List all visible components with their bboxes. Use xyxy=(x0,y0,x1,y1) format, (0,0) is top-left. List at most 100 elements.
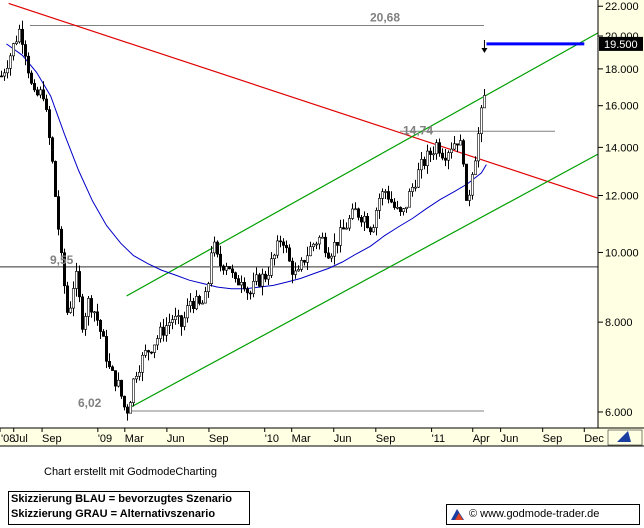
price-bar-body xyxy=(44,98,48,110)
price-bar xyxy=(407,188,411,208)
price-bar xyxy=(377,193,381,219)
price-bar xyxy=(443,149,447,167)
level-labels: 20,68 14,74 9,55 6,02 xyxy=(50,11,433,410)
price-bar-body xyxy=(177,315,181,317)
x-tick-label-13: Jun xyxy=(501,433,519,445)
price-bar xyxy=(141,352,145,382)
price-bar-body xyxy=(201,302,205,305)
price-bar-body xyxy=(20,28,24,45)
price-bar xyxy=(255,267,259,286)
price-bar-body xyxy=(53,161,57,197)
x-tick-label-2: Sep xyxy=(42,433,62,445)
price-bar xyxy=(476,127,480,168)
trendline-downtrend xyxy=(8,2,599,199)
price-bar xyxy=(249,290,253,300)
price-bar xyxy=(386,185,390,204)
price-bar-body xyxy=(0,75,4,78)
price-bar-body xyxy=(207,283,211,292)
price-bar-body xyxy=(192,300,196,310)
price-bar-body xyxy=(47,109,51,139)
price-bar xyxy=(338,219,342,253)
price-bar-body xyxy=(38,89,42,96)
price-bar xyxy=(129,401,133,414)
price-bar xyxy=(392,198,396,210)
price-bar xyxy=(84,312,88,336)
price-bar-body xyxy=(81,296,85,330)
price-bar-body xyxy=(458,140,462,146)
price-bar-body xyxy=(165,325,169,336)
price-bar xyxy=(482,88,486,109)
price-bar xyxy=(81,293,85,333)
price-bar xyxy=(458,134,462,146)
price-bar-body xyxy=(105,336,109,362)
price-bar xyxy=(171,314,175,330)
price-bar-body xyxy=(275,240,279,256)
price-bar xyxy=(225,262,229,276)
legend-grey-scenario: Skizzierung GRAU = Alternativszenario xyxy=(11,508,216,520)
price-bar-body xyxy=(350,208,354,219)
price-bar-body xyxy=(269,258,273,276)
price-bar-body xyxy=(308,246,312,257)
price-bar-body xyxy=(404,206,408,209)
y-tick-label-5: 16.000 xyxy=(605,101,639,113)
price-bar xyxy=(332,233,336,265)
price-bar-body xyxy=(368,227,372,233)
price-bar xyxy=(44,94,48,112)
price-bar-body xyxy=(464,163,468,201)
price-bar xyxy=(168,313,172,335)
price-bar xyxy=(156,335,160,351)
price-bar-body xyxy=(446,152,450,161)
price-bar-body xyxy=(260,273,264,287)
price-bar-body xyxy=(243,282,247,290)
price-bar-body xyxy=(210,252,214,284)
price-bar-body xyxy=(482,95,486,109)
price-bar-body xyxy=(263,273,267,280)
price-bar-body xyxy=(356,208,360,218)
price-bar-body xyxy=(23,44,27,57)
price-bar xyxy=(440,148,444,161)
price-bar-body xyxy=(281,241,285,246)
price-bar xyxy=(263,270,267,283)
price-bar xyxy=(470,172,474,200)
price-bar-body xyxy=(26,55,30,74)
price-bar-body xyxy=(234,272,238,279)
price-bar-body xyxy=(422,159,426,166)
price-bar-body xyxy=(117,379,121,387)
price-bar xyxy=(329,253,333,263)
price-bar-body xyxy=(204,291,208,304)
price-bar xyxy=(123,395,127,411)
x-tick-label-4: Mar xyxy=(125,433,144,445)
price-bar-body xyxy=(266,275,270,280)
price-bar xyxy=(50,136,54,164)
legend-blue-scenario: Skizzierung BLAU = bevorzugtes Szenario xyxy=(11,493,232,505)
price-chart: 20,68 14,74 9,55 6,02 6.000 8.000 10.000 12.00… xyxy=(0,0,644,447)
price-bar xyxy=(356,207,360,221)
price-bar-body xyxy=(434,142,438,155)
price-bar xyxy=(29,70,33,85)
price-bar-body xyxy=(413,186,417,189)
price-bar-body xyxy=(252,281,256,294)
website-badge[interactable]: © www.godmode-trader.de xyxy=(446,504,640,525)
price-bar xyxy=(72,281,76,317)
price-bar xyxy=(398,206,402,217)
price-bar xyxy=(410,183,414,197)
price-bar-body xyxy=(69,307,73,313)
price-bar-body xyxy=(237,278,241,286)
price-bar-body xyxy=(338,227,342,246)
price-bar xyxy=(41,81,45,102)
price-bar xyxy=(20,20,24,54)
price-bar xyxy=(9,53,13,76)
price-bar-body xyxy=(392,201,396,208)
x-tick-label-9: Jun xyxy=(334,433,352,445)
price-bar xyxy=(269,252,273,278)
price-bar xyxy=(260,268,264,296)
price-bar xyxy=(404,206,408,213)
price-bar xyxy=(323,232,327,258)
x-tick-label-1: Jul xyxy=(14,433,28,445)
website-link[interactable]: © www.godmode-trader.de xyxy=(469,508,600,520)
x-tick-label-5: Jun xyxy=(167,433,185,445)
price-bar xyxy=(192,297,196,314)
price-bar-body xyxy=(162,326,166,336)
price-bar xyxy=(47,105,51,145)
price-bar-body xyxy=(314,243,318,246)
